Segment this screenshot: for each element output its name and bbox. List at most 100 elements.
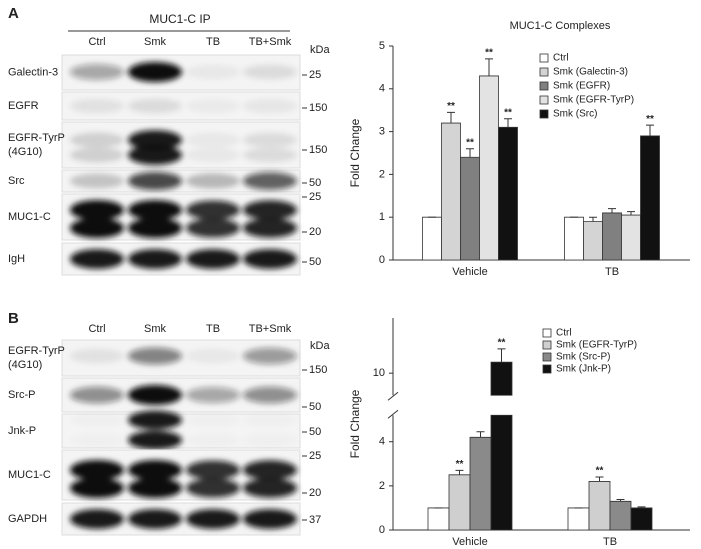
bands	[70, 62, 297, 82]
marker-label: 25	[309, 69, 321, 81]
band	[70, 413, 124, 426]
y-tick-label: 3	[379, 126, 385, 138]
legend-swatch	[542, 352, 552, 362]
error-bar	[608, 208, 616, 213]
significance: **	[646, 114, 654, 125]
bar	[567, 507, 590, 531]
error-bar	[646, 124, 654, 136]
band	[128, 62, 182, 82]
band	[243, 249, 297, 269]
legend-label: Smk (Src-P)	[556, 352, 610, 363]
band	[70, 460, 124, 480]
row-label: MUC1-C	[8, 211, 51, 223]
legend-label: Smk (Galectin-3)	[553, 67, 628, 78]
band	[128, 509, 182, 529]
legend-label: Ctrl	[553, 53, 569, 64]
y-tick-label: 4	[379, 436, 385, 448]
bar	[479, 75, 499, 261]
bands	[70, 347, 297, 365]
band	[128, 410, 182, 430]
band	[243, 98, 297, 114]
bands	[70, 98, 297, 114]
lane-label: Ctrl	[88, 36, 105, 48]
band	[186, 348, 240, 364]
bar	[441, 122, 461, 261]
legend-swatch	[539, 53, 549, 63]
y-tick-label: 2	[379, 168, 385, 180]
error-bar	[476, 431, 485, 438]
band	[186, 433, 240, 446]
bands	[70, 249, 297, 269]
band	[128, 249, 182, 269]
legend-swatch	[539, 95, 549, 105]
legend-swatch	[542, 328, 552, 338]
band	[128, 200, 182, 220]
y-axis-label: Fold Change	[348, 118, 362, 187]
band	[243, 413, 297, 426]
bar	[498, 126, 518, 261]
lane-label: TB	[206, 36, 220, 48]
legend-swatch	[542, 340, 552, 350]
row-label: (4G10)	[8, 146, 42, 158]
marker-label: 150	[309, 144, 327, 156]
ip-header: MUC1-C IP	[149, 12, 210, 26]
legend-label: Smk (EGFR)	[553, 81, 610, 92]
axis-break	[387, 391, 399, 401]
marker-label: 20	[309, 487, 321, 499]
band	[186, 173, 240, 189]
legend-swatch	[539, 109, 549, 119]
marker-label: 20	[309, 226, 321, 238]
band	[186, 478, 240, 498]
error-bar	[589, 216, 597, 222]
error-bar	[595, 476, 604, 482]
marker-label: 50	[309, 256, 321, 268]
band	[70, 63, 124, 81]
bands	[70, 130, 297, 165]
bands	[70, 460, 297, 498]
marker-label: 150	[309, 364, 327, 376]
x-tick-label: Vehicle	[452, 536, 487, 548]
bar	[609, 500, 632, 531]
legend-label: Smk (Jnk-P)	[556, 364, 611, 375]
bar	[422, 216, 442, 261]
significance: **	[466, 137, 474, 148]
band	[70, 509, 124, 529]
bar	[583, 221, 603, 261]
band	[70, 200, 124, 220]
band	[128, 430, 182, 450]
row-label: IgH	[8, 253, 25, 265]
band	[70, 433, 124, 446]
band	[186, 413, 240, 426]
row-label: EGFR-TyrP	[8, 345, 65, 357]
band	[186, 509, 240, 529]
y-tick-label: 0	[379, 254, 385, 266]
legend-swatch	[539, 67, 549, 77]
unit-label: kDa	[310, 44, 330, 56]
error-bar	[447, 111, 455, 124]
band	[186, 200, 240, 220]
error-bar	[627, 211, 635, 216]
band	[243, 347, 297, 365]
band	[70, 386, 124, 404]
y-tick-label: 4	[379, 83, 385, 95]
bar	[621, 214, 641, 261]
band	[186, 249, 240, 269]
band	[243, 64, 297, 80]
band	[243, 132, 297, 148]
y-tick-label: 2	[379, 480, 385, 492]
band	[243, 509, 297, 529]
x-tick-label: TB	[603, 536, 617, 548]
bands	[70, 509, 297, 529]
band	[186, 386, 240, 404]
error-bar	[485, 58, 493, 76]
y-tick-label: 10	[373, 367, 385, 379]
y-axis-label: Fold Change	[348, 389, 362, 458]
bar	[630, 507, 653, 531]
row-label: EGFR-TyrP	[8, 132, 65, 144]
bands	[70, 171, 297, 191]
band	[243, 147, 297, 163]
marker-label: 25	[309, 450, 321, 462]
error-bar	[455, 469, 464, 475]
error-bar	[497, 348, 506, 363]
